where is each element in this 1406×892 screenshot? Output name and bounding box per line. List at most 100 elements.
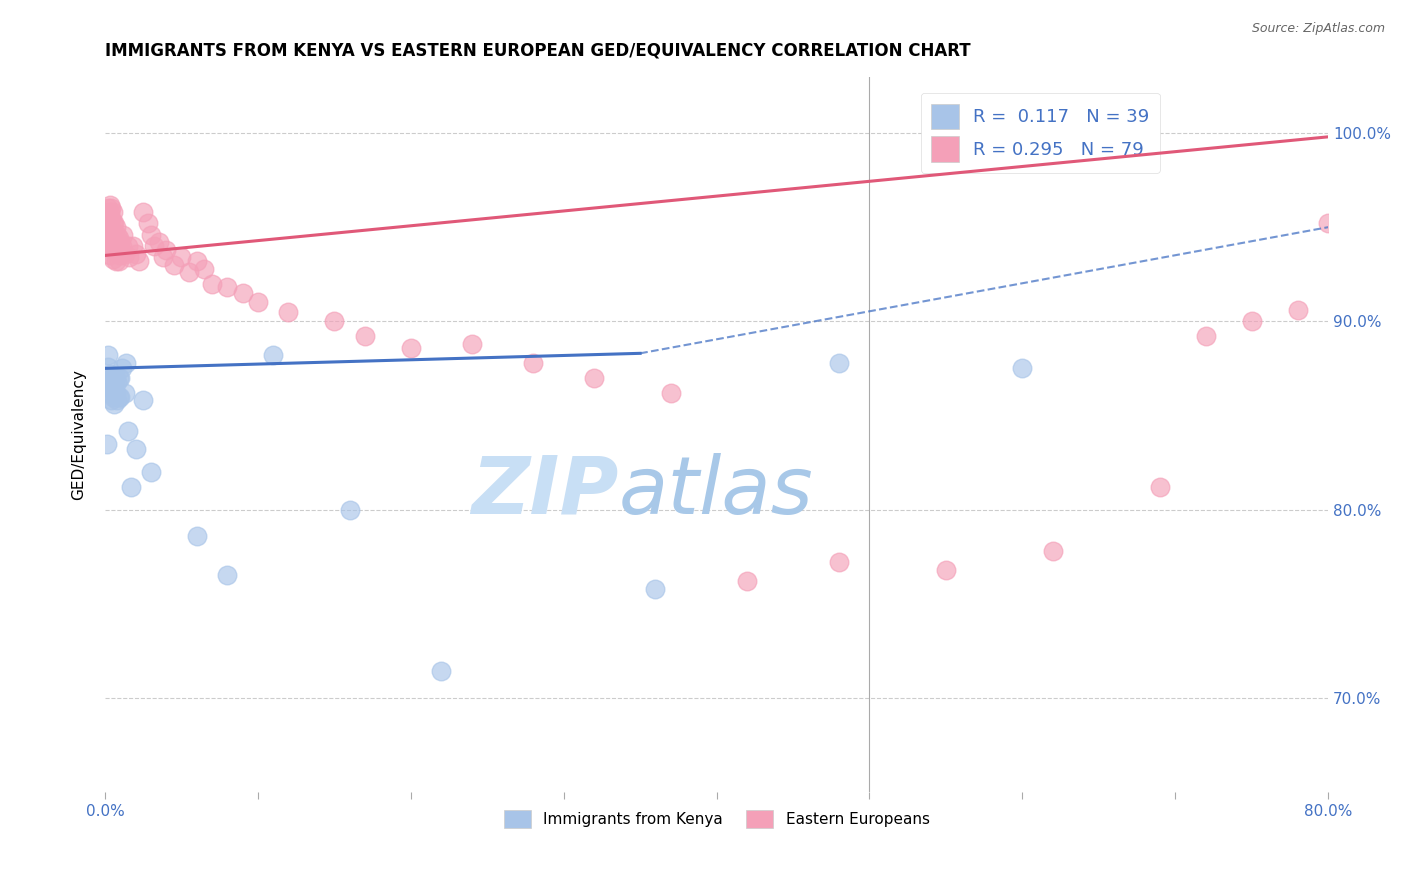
Point <box>1195 329 1218 343</box>
Point <box>112 227 135 242</box>
Point <box>1149 480 1171 494</box>
Point <box>1240 314 1263 328</box>
Point <box>101 380 124 394</box>
Point <box>96 229 118 244</box>
Point <box>103 239 125 253</box>
Point <box>120 480 142 494</box>
Point <box>100 371 122 385</box>
Point <box>124 442 146 457</box>
Point <box>103 397 125 411</box>
Point <box>1011 361 1033 376</box>
Point <box>155 243 177 257</box>
Point <box>98 367 121 381</box>
Point <box>148 235 170 250</box>
Point <box>114 246 136 260</box>
Point <box>139 227 162 242</box>
Point <box>117 424 139 438</box>
Point <box>110 390 132 404</box>
Point <box>98 205 121 219</box>
Point <box>101 243 124 257</box>
Point <box>100 224 122 238</box>
Point <box>100 211 122 225</box>
Point <box>118 250 141 264</box>
Point <box>101 235 124 250</box>
Point <box>124 246 146 260</box>
Point <box>101 216 124 230</box>
Point <box>177 265 200 279</box>
Point <box>107 390 129 404</box>
Point <box>98 229 121 244</box>
Point <box>163 258 186 272</box>
Point <box>128 254 150 268</box>
Point <box>115 356 138 370</box>
Point <box>110 248 132 262</box>
Point <box>104 385 127 400</box>
Point <box>186 529 208 543</box>
Point <box>97 348 120 362</box>
Point <box>105 227 128 242</box>
Point <box>246 295 269 310</box>
Point <box>96 436 118 450</box>
Point <box>186 254 208 268</box>
Point <box>217 280 239 294</box>
Point <box>354 329 377 343</box>
Point <box>935 563 957 577</box>
Point <box>98 248 121 262</box>
Point <box>98 375 121 389</box>
Point <box>97 235 120 250</box>
Point <box>105 375 128 389</box>
Point <box>96 205 118 219</box>
Point <box>107 254 129 268</box>
Point <box>522 356 544 370</box>
Legend: Immigrants from Kenya, Eastern Europeans: Immigrants from Kenya, Eastern Europeans <box>498 804 936 834</box>
Point <box>104 243 127 257</box>
Point <box>323 314 346 328</box>
Point <box>97 359 120 374</box>
Point <box>828 356 851 370</box>
Point <box>659 385 682 400</box>
Point <box>105 243 128 257</box>
Point <box>142 239 165 253</box>
Point <box>399 341 422 355</box>
Point <box>193 261 215 276</box>
Point <box>103 375 125 389</box>
Text: IMMIGRANTS FROM KENYA VS EASTERN EUROPEAN GED/EQUIVALENCY CORRELATION CHART: IMMIGRANTS FROM KENYA VS EASTERN EUROPEA… <box>105 42 970 60</box>
Point <box>111 239 134 253</box>
Point <box>104 231 127 245</box>
Point <box>339 502 361 516</box>
Point <box>97 211 120 225</box>
Point <box>828 555 851 569</box>
Point <box>110 371 132 385</box>
Point <box>430 665 453 679</box>
Point <box>583 371 606 385</box>
Point <box>132 205 155 219</box>
Point <box>139 465 162 479</box>
Point <box>136 216 159 230</box>
Point <box>121 239 143 253</box>
Point <box>461 337 484 351</box>
Point <box>110 235 132 250</box>
Point <box>104 371 127 385</box>
Point <box>111 361 134 376</box>
Point <box>98 224 121 238</box>
Point <box>170 250 193 264</box>
Point <box>262 348 284 362</box>
Point <box>98 385 121 400</box>
Point <box>101 371 124 385</box>
Point <box>97 229 120 244</box>
Point <box>98 197 121 211</box>
Point <box>1286 303 1309 318</box>
Point <box>277 305 299 319</box>
Point <box>201 277 224 291</box>
Point <box>103 227 125 242</box>
Point <box>644 582 666 596</box>
Point <box>98 239 121 253</box>
Point <box>103 216 125 230</box>
Point <box>100 235 122 250</box>
Point <box>104 254 127 268</box>
Point <box>107 231 129 245</box>
Point <box>104 220 127 235</box>
Point <box>101 205 124 219</box>
Point <box>101 224 124 238</box>
Text: ZIP: ZIP <box>471 452 619 531</box>
